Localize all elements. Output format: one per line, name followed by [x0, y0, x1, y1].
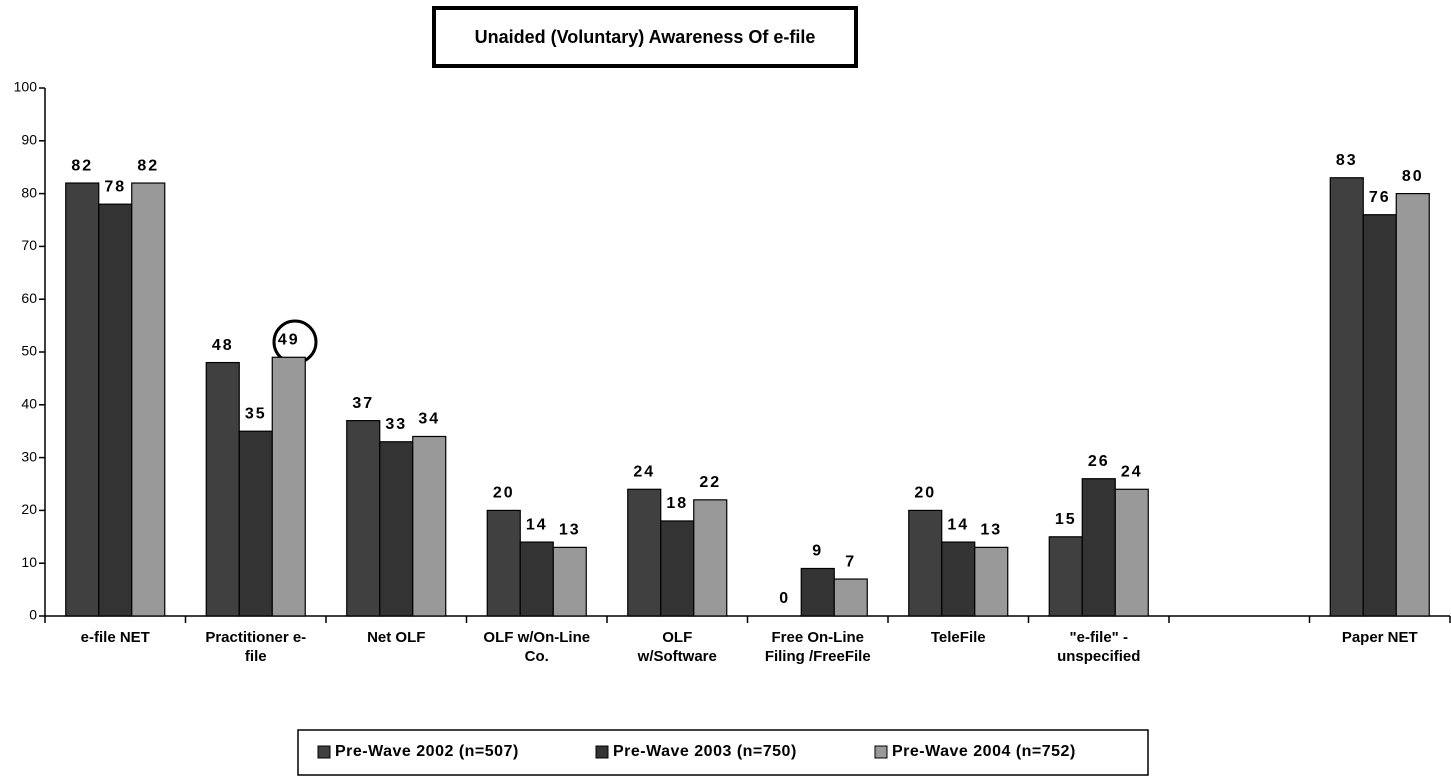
value-label: 83: [1336, 152, 1358, 169]
bar: [486, 509, 521, 617]
y-tick-label: 80: [21, 184, 37, 200]
value-label: 34: [418, 411, 440, 428]
bar: [1114, 488, 1149, 617]
value-label: 9: [812, 543, 823, 560]
bar: [379, 441, 414, 617]
y-tick-label: 0: [29, 607, 37, 623]
x-tick-label: Practitioner e-file: [205, 629, 307, 665]
value-label: 78: [104, 178, 126, 195]
x-tick-label: Paper NET: [1341, 629, 1418, 646]
legend-swatch: [595, 745, 609, 759]
value-label: 20: [493, 485, 515, 502]
value-label: 80: [1402, 168, 1424, 185]
bar: [412, 435, 447, 617]
value-label: 76: [1369, 189, 1391, 206]
bar: [271, 356, 306, 617]
y-tick-label: 60: [21, 290, 37, 306]
value-label: 82: [137, 157, 159, 174]
bar: [98, 203, 133, 617]
value-label: 24: [633, 463, 655, 480]
value-label: 14: [526, 516, 548, 533]
bar: [1329, 177, 1364, 617]
value-label: 82: [71, 157, 93, 174]
value-label: 13: [980, 522, 1002, 539]
value-label: 49: [278, 331, 300, 348]
y-tick-label: 70: [21, 237, 37, 253]
value-label: 33: [385, 416, 407, 433]
value-label: 20: [914, 485, 936, 502]
x-tick-label: "e-file" - unspecified: [1057, 629, 1141, 665]
bar: [1395, 193, 1430, 617]
value-label: 13: [559, 522, 581, 539]
bar: [693, 499, 728, 617]
y-tick-label: 40: [21, 396, 37, 412]
legend-label: Pre-Wave 2003 (n=750): [613, 743, 797, 760]
legend-swatch: [317, 745, 331, 759]
bar: [1048, 536, 1083, 617]
legend-label: Pre-Wave 2004 (n=752): [892, 743, 1076, 760]
bar: [65, 182, 100, 617]
x-tick-label: OLF w/On-Line Co.: [483, 629, 591, 665]
bar: [941, 541, 976, 617]
bar: [627, 488, 662, 617]
x-tick-label: Net OLF: [367, 629, 426, 646]
value-label: 24: [1121, 463, 1143, 480]
x-tick-label: TeleFile: [930, 629, 986, 646]
bar: [205, 361, 240, 617]
value-label: 14: [947, 516, 969, 533]
y-tick-label: 90: [21, 132, 37, 148]
value-label: 18: [666, 495, 688, 512]
legend-swatch: [874, 745, 888, 759]
value-label: 22: [699, 474, 721, 491]
bar: [1362, 214, 1397, 617]
value-label: 15: [1055, 511, 1077, 528]
y-tick-label: 50: [21, 343, 37, 359]
bar: [1081, 478, 1116, 617]
value-label: 7: [845, 553, 856, 570]
legend-label: Pre-Wave 2002 (n=507): [335, 743, 519, 760]
y-tick-label: 30: [21, 448, 37, 464]
value-label: 48: [212, 337, 234, 354]
x-tick-label: Free On-Line Filing /FreeFile: [764, 629, 871, 665]
bar: [800, 567, 835, 617]
bar: [833, 578, 868, 617]
bar: [519, 541, 554, 617]
chart-title: Unaided (Voluntary) Awareness Of e-file: [475, 27, 816, 47]
y-tick-label: 100: [14, 79, 38, 95]
y-tick-label: 20: [21, 501, 37, 517]
y-tick-label: 10: [21, 554, 37, 570]
bar: [974, 546, 1009, 617]
bar: [660, 520, 695, 617]
bar: [908, 509, 943, 617]
bar: [238, 430, 273, 617]
bar: [346, 420, 381, 617]
value-label: 26: [1088, 453, 1110, 470]
value-label: 37: [352, 395, 374, 412]
x-tick-label: e-file NET: [80, 629, 150, 646]
bar: [552, 546, 587, 617]
value-label: 35: [245, 405, 267, 422]
title-box: [432, 6, 858, 68]
value-label: 0: [779, 590, 790, 607]
x-tick-label: OLF w/Software: [637, 629, 717, 665]
legend-box: [297, 729, 1149, 776]
bar: [131, 182, 166, 617]
